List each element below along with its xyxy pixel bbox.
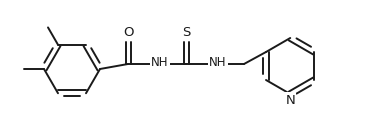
Text: NH: NH [151,55,169,68]
Text: N: N [285,94,295,107]
Text: O: O [123,26,133,39]
Text: S: S [182,26,190,39]
Text: NH: NH [209,55,227,68]
